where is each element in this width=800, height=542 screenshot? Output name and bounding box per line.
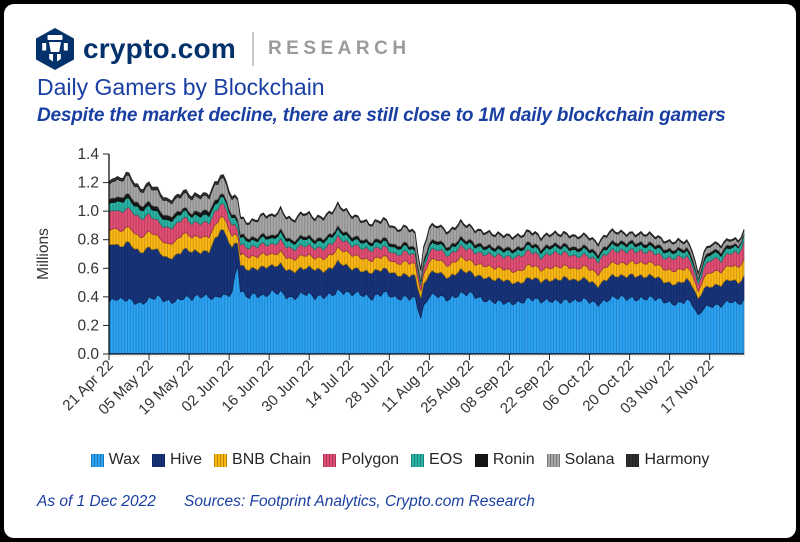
footer: As of 1 Dec 2022 Sources: Footprint Anal… (4, 493, 796, 517)
legend-label-eos: EOS (429, 451, 463, 468)
legend-swatch-solana (546, 453, 560, 467)
legend-swatch-bnb-chain (214, 453, 228, 467)
legend-swatch-polygon (323, 453, 337, 467)
legend-item-bnb-chain: BNB Chain (214, 451, 311, 469)
legend-swatch-wax (90, 453, 104, 467)
y-tick-label: 0.6 (77, 260, 99, 277)
chart-subtitle: Despite the market decline, there are st… (37, 105, 726, 126)
crypto-com-logo-icon (35, 27, 75, 71)
legend-item-eos: EOS (411, 451, 463, 469)
research-label: RESEARCH (267, 38, 411, 59)
report-card: crypto.com RESEARCH Daily Gamers by Bloc… (4, 4, 796, 538)
header-divider (251, 32, 254, 66)
legend-item-wax: Wax (90, 451, 141, 469)
legend-swatch-harmony (626, 453, 640, 467)
as-of-date: As of 1 Dec 2022 (37, 493, 156, 510)
legend-item-ronin: Ronin (474, 451, 535, 469)
legend-label-bnb-chain: BNB Chain (232, 451, 312, 468)
y-axis-title: Millions (35, 228, 52, 280)
legend-label-hive: Hive (170, 451, 203, 468)
legend-item-solana: Solana (546, 451, 615, 469)
chart-title: Daily Gamers by Blockchain (37, 74, 325, 100)
legend-item-harmony: Harmony (626, 451, 709, 469)
legend-swatch-hive (152, 453, 166, 467)
legend-label-polygon: Polygon (341, 451, 400, 468)
y-tick-label: 0.2 (77, 317, 99, 334)
legend-swatch-ronin (474, 453, 488, 467)
sources-text: Sources: Footprint Analytics, Crypto.com… (184, 493, 535, 510)
y-tick-label: 1.2 (77, 175, 99, 192)
y-tick-label: 0.8 (77, 232, 99, 249)
y-tick-label: 0.0 (77, 346, 99, 363)
brand-wordmark: crypto.com (83, 33, 236, 64)
y-tick-label: 0.4 (77, 289, 99, 306)
area-texture (109, 172, 744, 354)
legend-swatch-eos (411, 453, 425, 467)
legend-label-wax: Wax (108, 451, 141, 468)
y-tick-label: 1.4 (77, 146, 99, 163)
chart-legend: Wax Hive BNB Chain Polygon EOS Ronin Solana Har… (4, 451, 796, 469)
legend-label-harmony: Harmony (644, 451, 710, 468)
legend-label-solana: Solana (564, 451, 615, 468)
legend-label-ronin: Ronin (492, 451, 535, 468)
header: crypto.com RESEARCH (35, 26, 411, 72)
legend-item-hive: Hive (152, 451, 202, 469)
y-tick-label: 1.0 (77, 203, 99, 220)
legend-item-polygon: Polygon (323, 451, 399, 469)
